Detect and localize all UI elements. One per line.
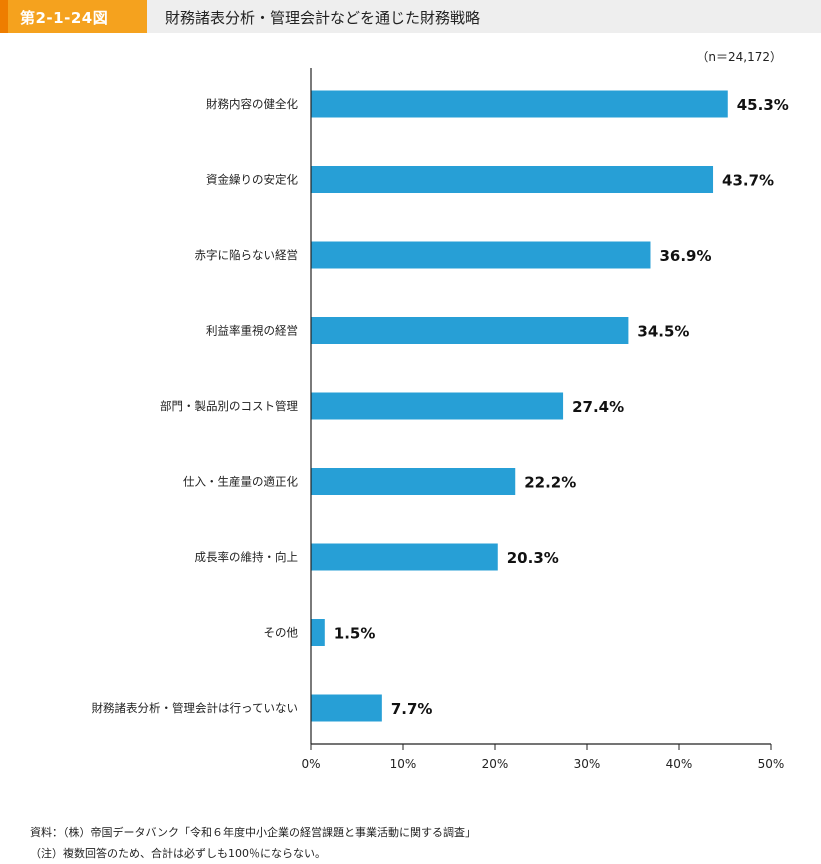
bar: [311, 543, 498, 571]
bar-chart: 財務内容の健全化資金繰りの安定化赤字に陥らない経営利益率重視の経営部門・製品別の…: [92, 50, 789, 771]
bar: [311, 619, 325, 646]
bar: [311, 241, 651, 269]
value-label: 20.3%: [507, 549, 559, 567]
bar: [311, 90, 728, 118]
category-label: 財務諸表分析・管理会計は行っていない: [92, 701, 298, 715]
value-label: 34.5%: [637, 323, 689, 341]
bar: [311, 468, 516, 495]
figure-header: 第2-1-24図 財務諸表分析・管理会計などを通じた財務戦略: [0, 0, 821, 33]
figure-number: 第2-1-24図: [20, 9, 109, 27]
bar: [311, 166, 714, 193]
category-label: 部門・製品別のコスト管理: [160, 399, 298, 413]
x-tick-label: 30%: [574, 757, 601, 771]
figure-title: 財務諸表分析・管理会計などを通じた財務戦略: [165, 9, 481, 27]
value-label: 43.7%: [722, 172, 774, 190]
source-note: 資料：（株）帝国データバンク「令和６年度中小企業の経営課題と事業活動に関する調査…: [30, 826, 477, 839]
value-label: 22.2%: [524, 474, 576, 492]
category-label: 利益率重視の経営: [206, 324, 298, 338]
value-label: 7.7%: [391, 700, 433, 718]
x-tick-label: 50%: [758, 757, 785, 771]
footnote: （注）複数回答のため、合計は必ずしも100％にならない。: [30, 847, 326, 860]
chart-notes: 資料：（株）帝国データバンク「令和６年度中小企業の経営課題と事業活動に関する調査…: [30, 822, 476, 864]
category-label: 資金繰りの安定化: [206, 173, 298, 187]
value-label: 36.9%: [659, 247, 711, 265]
category-label: 成長率の維持・向上: [195, 550, 299, 564]
bar: [311, 317, 629, 344]
value-label: 1.5%: [334, 625, 376, 643]
sample-size-note: （n＝24,172）: [696, 50, 782, 64]
category-label: その他: [264, 626, 299, 640]
figure-title-bar: 財務諸表分析・管理会計などを通じた財務戦略: [147, 0, 821, 33]
x-tick-label: 40%: [666, 757, 693, 771]
x-tick-label: 10%: [390, 757, 417, 771]
figure-number-tag: 第2-1-24図: [0, 0, 147, 33]
x-tick-label: 0%: [301, 757, 320, 771]
value-label: 27.4%: [572, 398, 624, 416]
bar: [311, 392, 564, 420]
x-tick-label: 20%: [482, 757, 509, 771]
category-label: 財務内容の健全化: [206, 97, 298, 111]
category-label: 赤字に陥らない経営: [195, 248, 299, 262]
value-label: 45.3%: [737, 96, 789, 114]
category-label: 仕入・生産量の適正化: [183, 475, 298, 489]
bar: [311, 694, 382, 722]
